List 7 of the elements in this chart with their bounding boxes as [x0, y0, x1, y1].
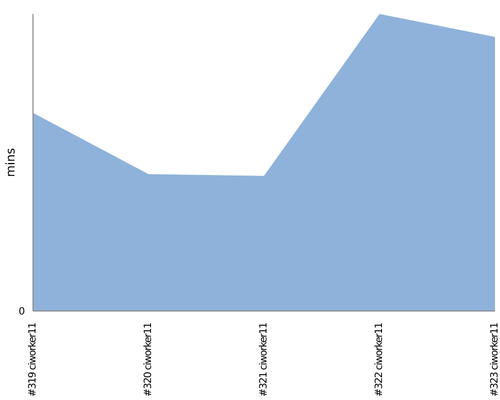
x-tick-label: #320 ciworker11 [143, 322, 154, 397]
y-axis-title: mins [3, 148, 18, 177]
text: 0 [18, 306, 25, 318]
x-tick-label: #321 ciworker11 [258, 322, 270, 397]
x-tick-label: #322 ciworker11 [374, 322, 385, 397]
x-tick-label: #323 ciworker11 [490, 322, 500, 397]
x-tick-label: #319 ciworker11 [28, 322, 38, 397]
